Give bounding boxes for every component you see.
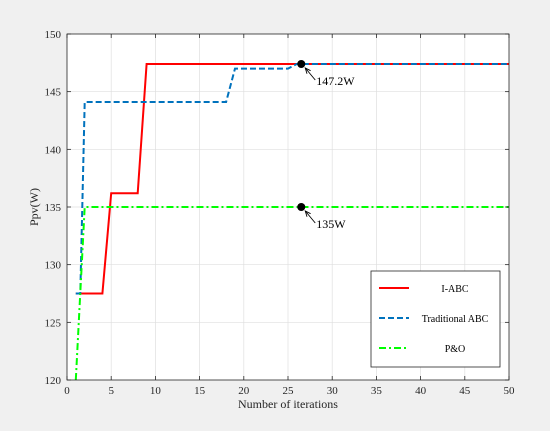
x-tick-label: 30 [327, 385, 339, 397]
annotations-layer: 147.2W 135W [297, 59, 355, 231]
x-tick-label: 15 [194, 385, 206, 397]
annotation-arrow [304, 210, 316, 224]
y-tick-label: 135 [45, 202, 62, 214]
series-line-i-abc [75, 63, 509, 295]
y-tick-label: 145 [45, 87, 62, 99]
y-axis-title: Ppv(W) [27, 188, 41, 226]
x-tick-label: 40 [415, 385, 427, 397]
annotation-arrowhead [304, 67, 311, 74]
axis-ticks: 0 5 10 15 20 25 30 35 40 45 50 120 125 130 135 140 145 15… [45, 29, 516, 397]
x-axis-title: Number of iterations [238, 397, 338, 411]
legend-label: P&O [445, 344, 466, 355]
series-layer [74, 63, 509, 381]
legend-label: I-ABC [441, 284, 469, 295]
x-tick-label: 25 [283, 385, 295, 397]
x-tick-label: 50 [504, 385, 516, 397]
annotation-marker [297, 203, 306, 211]
x-tick-label: 35 [371, 385, 383, 397]
y-tick-label: 130 [45, 260, 62, 272]
y-tick-label: 125 [45, 317, 62, 329]
annotation-arrowhead [304, 210, 311, 217]
annotation-arrow [304, 67, 316, 81]
x-tick-label: 20 [238, 385, 250, 397]
series-line-traditional-abc [75, 63, 509, 295]
legend: I-ABC Traditional ABC P&O [370, 270, 501, 368]
series-line-p-o [74, 206, 509, 381]
x-tick-label: 5 [108, 385, 114, 397]
annotation-label: 147.2W [316, 74, 355, 88]
annotation-marker [297, 59, 306, 68]
x-tick-label: 10 [150, 385, 162, 397]
y-tick-label: 150 [45, 29, 62, 41]
legend-label: Traditional ABC [422, 314, 489, 325]
x-tick-label: 45 [459, 385, 471, 397]
y-tick-label: 120 [45, 375, 62, 387]
annotation-label: 135W [316, 217, 346, 231]
y-tick-label: 140 [45, 144, 62, 156]
x-tick-label: 0 [64, 385, 70, 397]
